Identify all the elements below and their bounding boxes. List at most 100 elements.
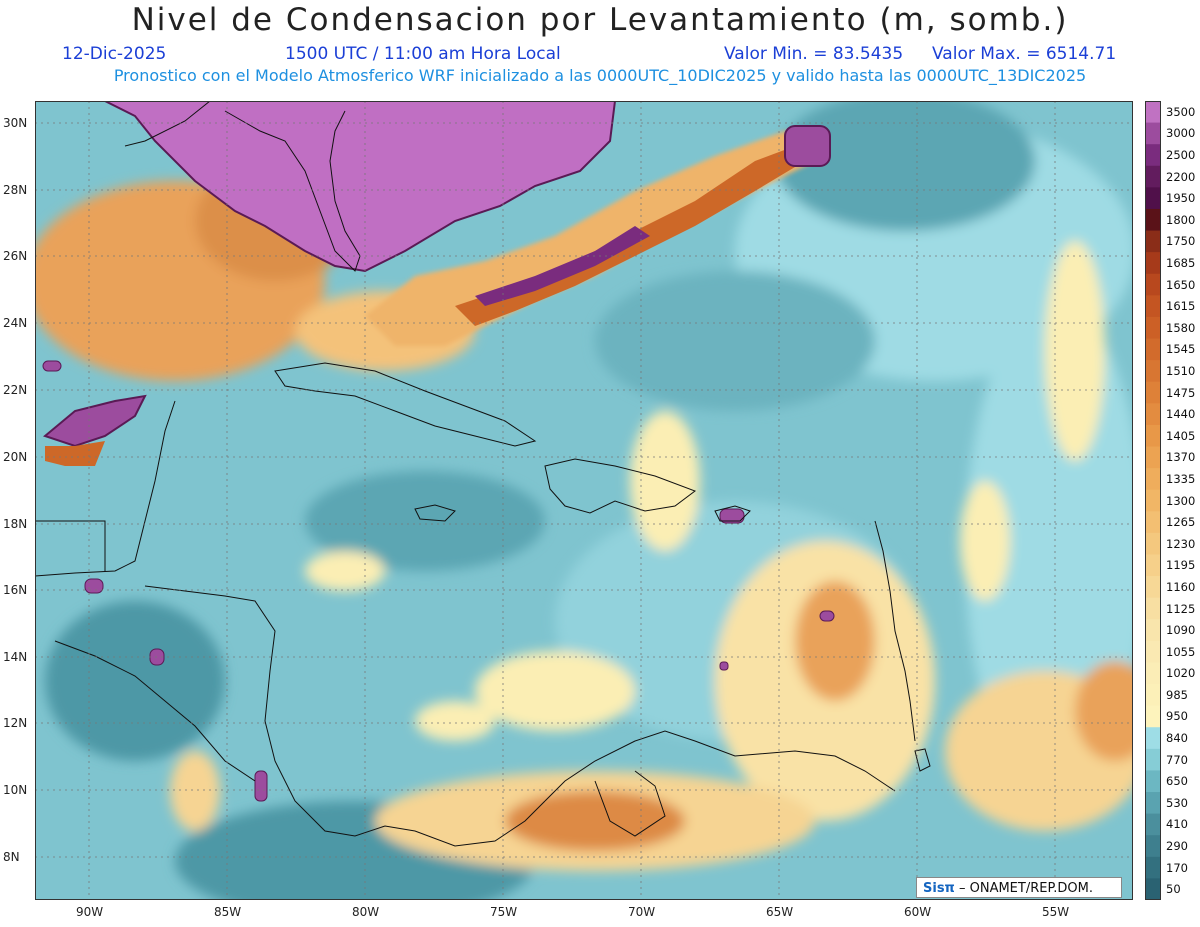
colorbar-swatch bbox=[1145, 230, 1161, 253]
colorbar-swatch bbox=[1145, 316, 1161, 340]
min-value: Valor Min. = 83.5435 bbox=[724, 44, 904, 64]
lat-label: 30N bbox=[3, 116, 28, 130]
lat-label: 10N bbox=[3, 783, 28, 797]
lat-label: 16N bbox=[3, 583, 28, 597]
colorbar-swatch bbox=[1145, 554, 1161, 577]
lat-label: 26N bbox=[3, 249, 28, 263]
colorbar-label: 1615 bbox=[1166, 299, 1196, 314]
colorbar-label: 950 bbox=[1166, 709, 1188, 724]
colorbar-swatch bbox=[1145, 208, 1161, 232]
colorbar-label: 1650 bbox=[1166, 277, 1196, 292]
lat-label: 8N bbox=[3, 850, 20, 864]
colorbar-swatch bbox=[1145, 381, 1161, 404]
lon-label: 60W bbox=[904, 905, 932, 919]
colorbar-swatch bbox=[1145, 684, 1161, 707]
forecast-date: 12-Dic-2025 bbox=[62, 44, 167, 64]
lat-label: 20N bbox=[3, 450, 28, 464]
colorbar-swatch bbox=[1145, 640, 1161, 663]
lon-label: 55W bbox=[1042, 905, 1070, 919]
sispi-logo: Sisπ bbox=[923, 881, 955, 896]
lon-label: 70W bbox=[628, 905, 656, 919]
colorbar-label: 1020 bbox=[1166, 666, 1196, 681]
colorbar-label: 1475 bbox=[1166, 385, 1196, 400]
colorbar-label: 1125 bbox=[1166, 601, 1196, 616]
colorbar-swatch bbox=[1145, 727, 1161, 750]
lat-label: 18N bbox=[3, 517, 28, 531]
map-title: Nivel de Condensacion por Levantamiento … bbox=[131, 2, 1069, 38]
colorbar-swatch bbox=[1145, 511, 1161, 534]
colorbar-label: 650 bbox=[1166, 774, 1188, 789]
colorbar-label: 1545 bbox=[1166, 342, 1196, 357]
lat-label: 24N bbox=[3, 316, 28, 330]
lcl-map bbox=[25, 91, 1155, 921]
lon-label: 90W bbox=[76, 905, 104, 919]
colorbar-label: 50 bbox=[1166, 882, 1181, 897]
colorbar-label: 3000 bbox=[1166, 126, 1196, 141]
colorbar-swatch bbox=[1145, 338, 1161, 361]
colorbar-label: 1090 bbox=[1166, 623, 1196, 638]
colorbar-label: 1195 bbox=[1166, 558, 1196, 573]
colorbar-label: 2200 bbox=[1166, 169, 1196, 184]
colorbar-swatch bbox=[1145, 144, 1161, 167]
colorbar-label: 290 bbox=[1166, 839, 1188, 853]
colorbar-label: 1055 bbox=[1166, 644, 1196, 659]
colorbar-label: 2500 bbox=[1166, 148, 1196, 162]
colorbar-swatch bbox=[1145, 273, 1161, 296]
lon-label: 75W bbox=[490, 905, 518, 919]
colorbar-label: 1685 bbox=[1166, 256, 1196, 270]
lat-label: 12N bbox=[3, 716, 28, 730]
colorbar bbox=[1145, 101, 1161, 900]
colorbar-swatch bbox=[1145, 532, 1161, 555]
credit-text: – ONAMET/REP.DOM. bbox=[958, 881, 1094, 896]
colorbar-label: 170 bbox=[1166, 860, 1188, 875]
lon-label: 85W bbox=[214, 905, 242, 919]
colorbar-swatch bbox=[1145, 597, 1161, 620]
lcl-map-svg bbox=[25, 91, 1155, 921]
colorbar-swatch bbox=[1145, 792, 1161, 815]
lon-label: 80W bbox=[352, 905, 380, 919]
colorbar-swatch bbox=[1145, 813, 1161, 836]
colorbar-label: 1300 bbox=[1166, 493, 1196, 508]
colorbar-swatch bbox=[1145, 835, 1161, 858]
colorbar-swatch bbox=[1145, 856, 1161, 879]
colorbar-swatch bbox=[1145, 101, 1161, 124]
lat-label: 28N bbox=[3, 183, 28, 197]
colorbar-swatch bbox=[1145, 446, 1161, 469]
max-value: Valor Max. = 6514.71 bbox=[932, 44, 1117, 64]
lon-label: 65W bbox=[766, 905, 794, 919]
colorbar-swatch bbox=[1145, 705, 1161, 728]
colorbar-label: 1580 bbox=[1166, 320, 1196, 335]
colorbar-label: 1440 bbox=[1166, 407, 1196, 422]
colorbar-swatch bbox=[1145, 360, 1161, 383]
colorbar-swatch bbox=[1145, 748, 1161, 771]
colorbar-label: 1800 bbox=[1166, 212, 1196, 227]
colorbar-label: 1370 bbox=[1166, 450, 1196, 465]
colorbar-label: 1950 bbox=[1166, 191, 1196, 206]
colorbar-swatch bbox=[1145, 770, 1161, 793]
colorbar-swatch bbox=[1145, 252, 1161, 275]
forecast-time: 1500 UTC / 11:00 am Hora Local bbox=[285, 44, 561, 64]
colorbar-label: 3500 bbox=[1166, 104, 1196, 119]
colorbar-label: 770 bbox=[1166, 752, 1188, 767]
colorbar-swatch bbox=[1145, 122, 1161, 145]
colorbar-swatch bbox=[1145, 187, 1161, 210]
colorbar-swatch bbox=[1145, 576, 1161, 599]
colorbar-swatch bbox=[1145, 295, 1161, 318]
colorbar-swatch bbox=[1145, 662, 1161, 685]
colorbar-label: 1750 bbox=[1166, 234, 1196, 249]
colorbar-label: 1230 bbox=[1166, 536, 1196, 551]
colorbar-label: 410 bbox=[1166, 817, 1188, 832]
colorbar-label: 1160 bbox=[1166, 579, 1196, 594]
colorbar-swatch bbox=[1145, 878, 1161, 900]
colorbar-label: 1335 bbox=[1166, 471, 1196, 486]
colorbar-swatch bbox=[1145, 468, 1161, 491]
colorbar-label: 1510 bbox=[1166, 363, 1196, 378]
lat-label: 22N bbox=[3, 383, 28, 397]
colorbar-swatch bbox=[1145, 489, 1161, 512]
colorbar-label: 985 bbox=[1166, 687, 1188, 702]
lat-label: 14N bbox=[3, 650, 28, 664]
credit-box: Sisπ – ONAMET/REP.DOM. bbox=[916, 877, 1122, 898]
model-info: Pronostico con el Modelo Atmosferico WRF… bbox=[113, 66, 1087, 85]
colorbar-label: 530 bbox=[1166, 795, 1188, 810]
colorbar-label: 1265 bbox=[1166, 515, 1196, 530]
